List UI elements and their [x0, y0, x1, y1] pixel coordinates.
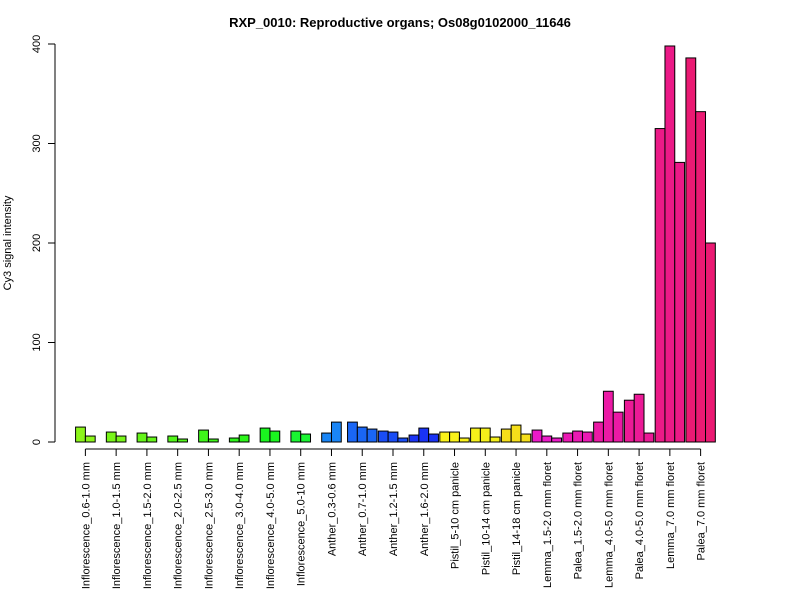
bar	[674, 161, 686, 443]
x-tick-label: Inflorescence_4.0-5.0 mm	[265, 462, 277, 589]
bar	[695, 111, 707, 443]
bar	[664, 45, 676, 443]
x-tick-label: Pistil_14-18 cm panicle	[511, 462, 523, 575]
bar	[408, 434, 420, 443]
x-tick-label: Anther_1.6-2.0 mm	[419, 462, 431, 556]
x-tick-label: Pistil_10-14 cm panicle	[480, 462, 492, 575]
y-axis: 0 100 200 300 400	[31, 35, 56, 445]
bar	[259, 427, 271, 443]
bar	[418, 427, 430, 443]
bar	[177, 438, 188, 443]
bar	[500, 428, 512, 443]
bar	[356, 426, 368, 443]
bar	[238, 434, 250, 443]
bar	[167, 435, 179, 443]
bars	[75, 45, 716, 443]
x-tick-label: Anther_0.7-1.0 mm	[357, 462, 369, 556]
bar	[387, 431, 399, 443]
bar	[269, 430, 281, 443]
bar	[347, 421, 358, 443]
bar	[489, 436, 501, 443]
x-tick-label: Inflorescence_3.0-4.0 mm	[234, 462, 246, 589]
bar	[685, 57, 697, 443]
bar	[75, 426, 86, 443]
y-tick-label: 200	[31, 234, 43, 252]
bar	[146, 436, 158, 443]
y-tick-label: 0	[31, 439, 43, 445]
bar	[228, 437, 240, 443]
bar	[531, 429, 543, 443]
bar	[377, 430, 389, 443]
bar	[321, 432, 332, 443]
y-axis-label: Cy3 signal intensity	[2, 195, 14, 290]
bar	[705, 242, 716, 443]
bar	[115, 435, 127, 443]
bar	[510, 424, 522, 443]
x-tick-label: Inflorescence_1.0-1.5 mm	[111, 462, 123, 589]
x-tick-label: Lemma_1.5-2.0 mm floret	[542, 462, 554, 588]
bar	[612, 411, 624, 443]
bar	[198, 429, 209, 443]
bar	[551, 437, 563, 443]
bar	[397, 437, 409, 443]
bar	[520, 433, 532, 443]
bar	[470, 427, 481, 443]
bar	[439, 431, 451, 443]
x-tick-label: Inflorescence_1.5-2.0 mm	[142, 462, 154, 589]
bar	[207, 438, 219, 443]
x-tick-label: Anther_0.3-0.6 mm	[326, 462, 338, 556]
bar	[458, 437, 470, 443]
bar	[300, 433, 312, 443]
bar	[428, 433, 439, 443]
x-tick-label: Palea_7.0 mm floret	[696, 462, 708, 560]
bar	[449, 431, 460, 443]
bar	[654, 128, 666, 443]
bar	[562, 432, 574, 443]
x-axis: Inflorescence_0.6-1.0 mm Inflorescence_1.…	[80, 448, 708, 589]
bar	[633, 393, 645, 443]
bar	[330, 421, 342, 443]
bar	[84, 435, 96, 443]
bar	[136, 432, 148, 443]
x-tick-label: Inflorescence_2.5-3.0 mm	[203, 462, 215, 589]
x-tick-label: Palea_1.5-2.0 mm floret	[573, 462, 585, 579]
bar	[105, 431, 117, 443]
bar	[479, 427, 491, 443]
bar	[643, 432, 655, 443]
x-tick-label: Lemma_4.0-5.0 mm floret	[603, 462, 615, 588]
bar	[581, 431, 593, 443]
bar	[593, 421, 604, 443]
x-tick-label: Inflorescence_2.0-2.5 mm	[173, 462, 185, 589]
bar	[290, 430, 302, 443]
x-tick-label: Lemma_7.0 mm floret	[665, 462, 677, 569]
bar	[602, 390, 614, 443]
chart-title: RXP_0010: Reproductive organs; Os08g0102…	[229, 15, 571, 30]
x-tick-label: Inflorescence_5.0-10 mm	[296, 462, 308, 586]
y-tick-label: 300	[31, 134, 43, 152]
x-tick-label: Anther_1.2-1.5 mm	[388, 462, 400, 556]
bar	[541, 435, 553, 443]
bar	[366, 428, 378, 443]
x-tick-label: Palea_4.0-5.0 mm floret	[634, 462, 646, 579]
y-tick-label: 400	[31, 35, 43, 53]
bar	[623, 399, 635, 443]
y-tick-label: 100	[31, 333, 43, 351]
x-tick-label: Inflorescence_0.6-1.0 mm	[80, 462, 92, 589]
bar	[572, 430, 583, 443]
x-tick-label: Pistil_5-10 cm panicle	[450, 462, 462, 569]
